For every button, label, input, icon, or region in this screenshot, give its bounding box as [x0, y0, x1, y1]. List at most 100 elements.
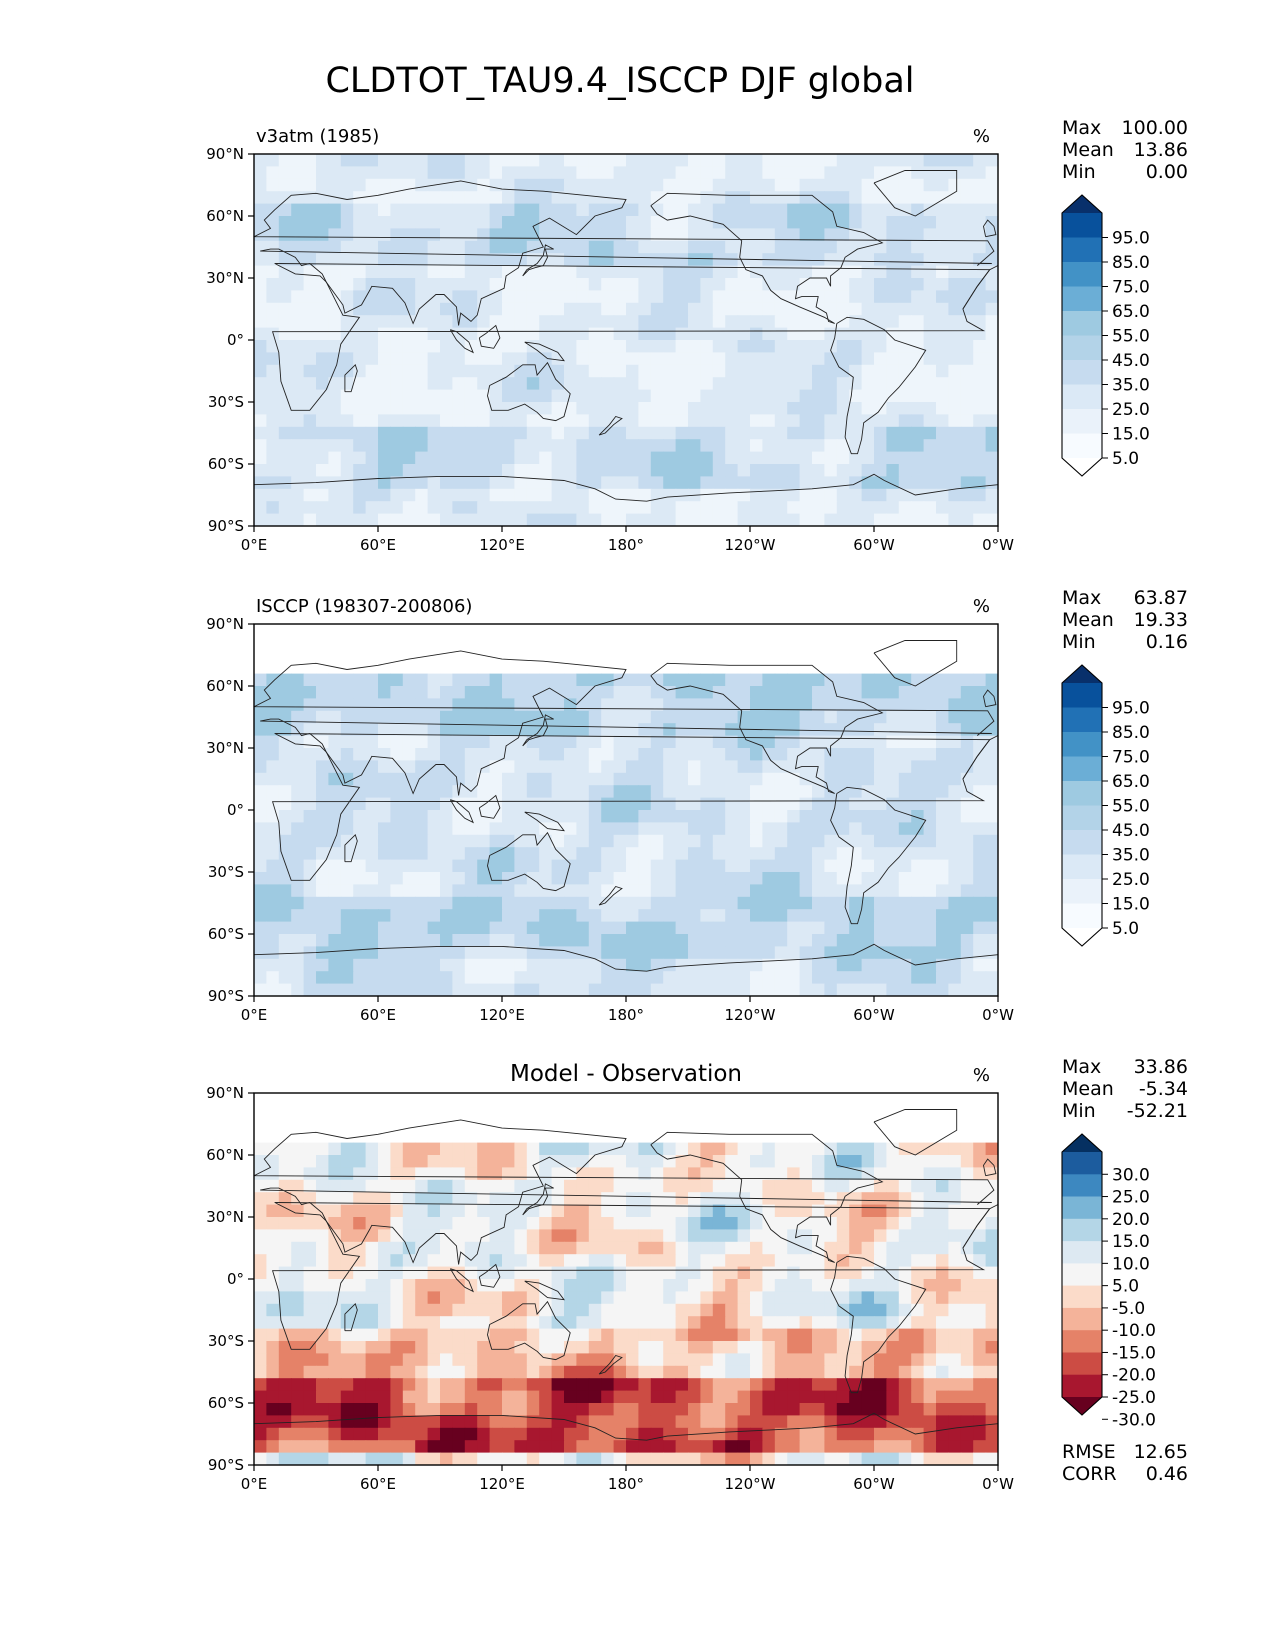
stat-label: Mean: [1062, 139, 1114, 161]
colorbar-segment: [1062, 1307, 1102, 1331]
lat-label: 90°S: [208, 987, 244, 1005]
stat-label: Mean: [1062, 609, 1114, 631]
colorbar-tick-label: 65.0: [1112, 302, 1150, 322]
lat-label: 30°N: [206, 739, 244, 757]
colorbar-segment: [1062, 1241, 1102, 1264]
colorbar-tick-label: 45.0: [1112, 351, 1150, 371]
lon-label: 180°: [608, 536, 644, 554]
coastline-newguinea: [524, 811, 565, 832]
colorbar-segment: [1062, 1330, 1102, 1353]
coastline-greenland: [873, 640, 958, 687]
extra-stat-value: 12.65: [1134, 1441, 1188, 1463]
coastlines-1: [254, 170, 998, 502]
lat-label: 0°: [227, 331, 244, 349]
lat-label: 30°S: [208, 393, 244, 411]
colorbar-segment: [1062, 286, 1102, 312]
coastline-japan: [522, 244, 554, 277]
colorbar: 95.0 85.0 75.0 65.0 55.0 45.0 35.0 25.0 15.0 5.0: [1061, 664, 1150, 947]
map-panel-3: 90°N 60°N 30°N 0° 30°S 60°S 90°S0°E 60°E 120°E 18…: [206, 1056, 1188, 1493]
colorbar: 30.0 25.020.015.010.0 5.0-5.0-10.0-15.0 -20…: [1061, 1133, 1156, 1430]
colorbar-segment: [1062, 335, 1102, 361]
colorbar-segment: [1062, 903, 1102, 929]
colorbar-tick-label: 5.0: [1112, 1277, 1139, 1297]
colorbar-tick-label: 5.0: [1112, 919, 1139, 939]
colorbar-tick-label: -15.0: [1112, 1343, 1156, 1363]
lon-label: 0°E: [241, 1475, 268, 1493]
colorbar-tick-label: 30.0: [1112, 1165, 1150, 1185]
coastline-eurasia: [254, 650, 995, 796]
stat-label: Min: [1062, 161, 1096, 183]
coastline-namerica: [650, 192, 884, 324]
coastline-wrap: [962, 265, 998, 310]
colorbar-tick-label: 85.0: [1112, 253, 1150, 273]
stat-value: -5.34: [1139, 1078, 1188, 1100]
colorbar-segment: [1062, 213, 1102, 238]
coastline-australia: [487, 361, 571, 422]
stat-label: Min: [1062, 631, 1096, 653]
coastline-antarctica_line: [254, 943, 998, 972]
stat-value: 33.86: [1134, 1056, 1188, 1078]
coastline-japan: [522, 714, 554, 747]
colorbar-segment: [1062, 1374, 1102, 1398]
colorbar-tick-label: 15.0: [1112, 1232, 1150, 1252]
panel-center-title: Model - Observation: [510, 1061, 742, 1087]
coastline-eurasia: [254, 1119, 995, 1265]
lat-label: 30°S: [208, 863, 244, 881]
colorbar-segment: [1062, 781, 1102, 806]
stat-label: Mean: [1062, 1078, 1114, 1100]
stat-label: Max: [1062, 117, 1101, 139]
map-panel-1: 90°N 60°N 30°N 0° 30°S 60°S 90°S0°E 60°E 120°E 18…: [206, 117, 1188, 554]
coastline-wrap: [962, 1204, 998, 1249]
coastline-antarctica_line: [254, 1412, 998, 1441]
lon-label: 0°W: [982, 536, 1014, 554]
coastline-madagascar: [344, 363, 358, 393]
colorbar-segment: [1062, 1152, 1102, 1175]
stat-value: 100.00: [1122, 117, 1188, 139]
map-panel-2: 90°N 60°N 30°N 0° 30°S 60°S 90°S0°E 60°E 120°E 18…: [206, 587, 1188, 1024]
lon-label: 60°E: [360, 1475, 396, 1493]
lat-label: 90°N: [206, 145, 244, 163]
lat-label: 0°: [227, 801, 244, 819]
coastline-africa: [271, 263, 991, 411]
coastline-madagascar: [344, 1302, 358, 1332]
colorbar-segment: [1062, 879, 1102, 904]
figure-title: CLDTOT_TAU9.4_ISCCP DJF global: [325, 61, 914, 101]
lat-label: 90°S: [208, 517, 244, 535]
coastline-greenland: [873, 170, 958, 217]
colorbar-extend-top: [1062, 665, 1102, 683]
colorbar-tick-label: -10.0: [1112, 1321, 1156, 1341]
colorbar-tick-label: 20.0: [1112, 1210, 1150, 1230]
colorbar-segment: [1062, 311, 1102, 336]
stat-value: 0.16: [1146, 631, 1188, 653]
colorbar-tick-label: 85.0: [1112, 723, 1150, 743]
coastline-namerica: [650, 662, 884, 794]
lat-label: 60°N: [206, 1146, 244, 1164]
colorbar-segment: [1062, 1263, 1102, 1287]
lat-label: 60°S: [208, 455, 244, 473]
lat-label: 60°N: [206, 677, 244, 695]
lat-label: 60°N: [206, 207, 244, 225]
lon-label: 180°: [608, 1006, 644, 1024]
coastline-eurasia: [254, 180, 995, 326]
stat-value: 0.00: [1146, 161, 1188, 183]
lon-label: 60°W: [853, 1475, 895, 1493]
coastline-africa: [271, 1202, 991, 1350]
coastline-nz: [598, 1354, 623, 1375]
map-field-3: [254, 1093, 998, 1465]
lat-label: 60°S: [208, 925, 244, 943]
colorbar-segment: [1062, 1352, 1102, 1376]
lat-label: 90°N: [206, 615, 244, 633]
coastline-samerica: [830, 316, 927, 455]
colorbar-segment: [1062, 732, 1102, 757]
stat-value: 19.33: [1134, 609, 1188, 631]
coastlines-3: [254, 1109, 998, 1441]
extra-stat-label: RMSE: [1062, 1441, 1116, 1463]
panels-group: 90°N60°N30°N0°30°S60°S90°S0°E 60°E 120°E 18…: [206, 117, 1188, 1493]
extra-stat-label: CORR: [1062, 1463, 1117, 1485]
coastline-sumatra: [449, 329, 474, 354]
colorbar-segment: [1062, 1196, 1102, 1220]
lon-label: 0°E: [241, 1006, 268, 1024]
colorbar-tick-label: -5.0: [1112, 1299, 1145, 1319]
colorbar-segment: [1062, 1174, 1102, 1198]
